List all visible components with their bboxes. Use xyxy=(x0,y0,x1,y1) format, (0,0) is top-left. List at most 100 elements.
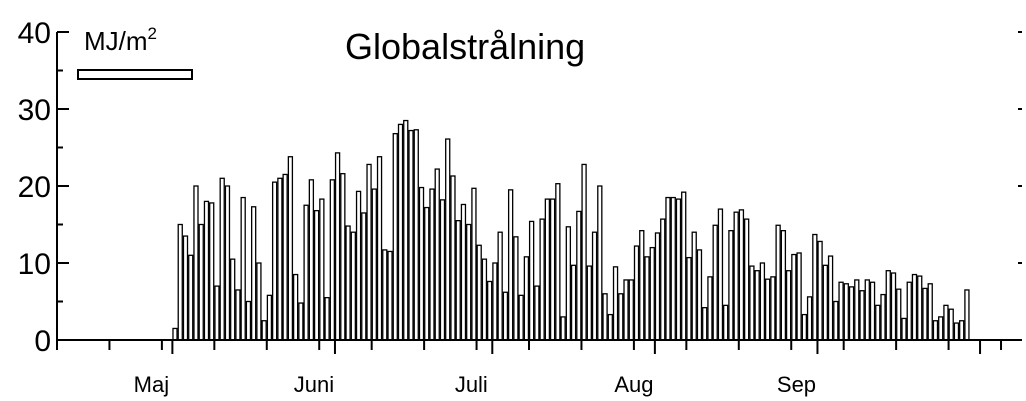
bar xyxy=(408,129,414,341)
bar xyxy=(523,256,530,341)
bar xyxy=(471,187,477,341)
month-label: Juli xyxy=(455,372,488,397)
bar xyxy=(796,252,802,341)
bar xyxy=(702,307,708,341)
bar xyxy=(282,173,288,341)
bar xyxy=(817,240,823,341)
bar xyxy=(654,232,661,341)
bar xyxy=(397,123,404,341)
bar xyxy=(271,181,278,341)
bar xyxy=(250,206,257,341)
bar xyxy=(555,183,561,341)
bar xyxy=(812,233,818,341)
bar xyxy=(591,231,598,341)
bar xyxy=(303,204,309,341)
bar xyxy=(827,255,834,341)
bar xyxy=(403,119,409,341)
bar xyxy=(334,152,341,341)
bar xyxy=(917,275,923,341)
bar xyxy=(728,230,734,341)
bar xyxy=(445,138,451,341)
bar xyxy=(628,279,634,341)
bar xyxy=(319,198,325,341)
bar xyxy=(544,198,551,341)
bar xyxy=(450,175,456,341)
bar xyxy=(455,219,461,341)
bar xyxy=(439,199,446,341)
y-tick-label: 40 xyxy=(18,17,51,50)
bar xyxy=(843,283,849,341)
bar xyxy=(885,270,891,341)
bar xyxy=(476,244,482,341)
bar xyxy=(681,191,687,341)
bar xyxy=(230,258,236,341)
bar xyxy=(245,300,252,341)
bar xyxy=(707,276,713,341)
bar xyxy=(806,296,813,341)
legend-swatch xyxy=(77,69,193,80)
bar xyxy=(497,231,503,341)
bar xyxy=(948,308,954,341)
svg-text:MJ/m2: MJ/m2 xyxy=(84,24,157,56)
bar xyxy=(639,230,645,341)
unit-label: MJ/m2 xyxy=(84,24,157,56)
bar xyxy=(665,196,671,341)
unit-exponent: 2 xyxy=(148,24,157,43)
bar xyxy=(287,156,294,341)
bar xyxy=(848,286,855,341)
bar xyxy=(901,317,907,341)
bar xyxy=(759,262,766,341)
bar xyxy=(214,285,220,341)
bar xyxy=(198,223,204,341)
bar xyxy=(329,179,336,341)
bar xyxy=(429,188,435,341)
bar xyxy=(959,320,965,341)
bar xyxy=(486,280,493,341)
bar xyxy=(387,250,393,341)
bar xyxy=(266,294,273,341)
bar-series xyxy=(172,119,970,341)
bar xyxy=(466,223,472,341)
bar xyxy=(723,304,729,341)
bar xyxy=(833,300,839,341)
bar xyxy=(413,129,419,341)
bar xyxy=(560,316,566,341)
bar xyxy=(277,177,283,341)
bar xyxy=(633,245,640,341)
bar xyxy=(366,163,372,341)
y-tick-label: 0 xyxy=(34,325,51,358)
bar xyxy=(371,188,377,341)
bar xyxy=(623,279,629,341)
bar xyxy=(172,327,178,341)
bar xyxy=(822,264,828,341)
unit-base: MJ/m xyxy=(84,26,148,56)
bar xyxy=(292,273,299,341)
bar xyxy=(922,287,928,341)
bar xyxy=(539,218,545,341)
bar xyxy=(324,296,330,341)
bar xyxy=(350,231,356,341)
bar xyxy=(675,198,682,341)
bar xyxy=(219,177,225,341)
bar xyxy=(743,218,750,341)
y-tick-labels: 0 10 20 30 40 xyxy=(18,17,51,358)
bar xyxy=(670,196,676,341)
chart-title: Globalstrålning xyxy=(345,26,585,67)
bar xyxy=(188,254,194,341)
bar xyxy=(209,202,215,341)
bar xyxy=(597,185,603,341)
bar xyxy=(345,225,351,341)
bar xyxy=(764,278,771,341)
bar xyxy=(801,313,808,341)
bar xyxy=(791,253,797,341)
bar xyxy=(581,163,587,341)
month-label: Juni xyxy=(294,372,334,397)
bar xyxy=(576,210,582,341)
bar xyxy=(340,173,346,341)
bar xyxy=(733,211,739,341)
bar xyxy=(869,281,876,341)
bar xyxy=(203,200,210,341)
bar xyxy=(240,196,246,341)
month-labels: Maj Juni Juli Aug Sep xyxy=(134,372,816,397)
bar xyxy=(953,322,960,341)
